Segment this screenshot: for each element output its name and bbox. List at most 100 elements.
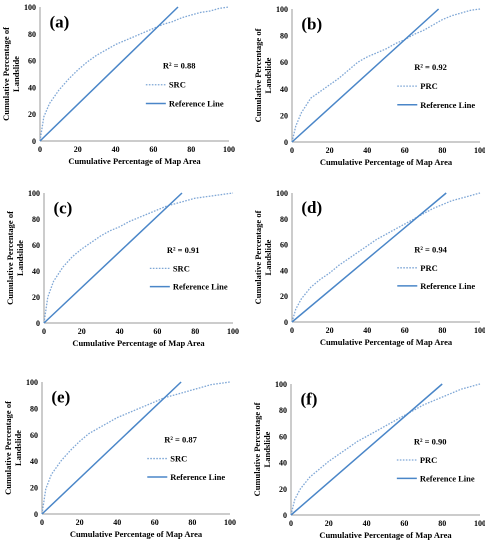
y-axis-title-line1: Cumulative Percentage of <box>253 210 263 304</box>
legend-label-reference: Reference Line <box>420 473 475 483</box>
x-tick-label: 60 <box>151 518 159 527</box>
r-squared-label: R² = 0.87 <box>164 435 197 445</box>
r-squared-label: R² = 0.88 <box>163 61 196 71</box>
x-tick-label: 20 <box>76 518 84 527</box>
legend-label-curve: PRC <box>420 455 437 465</box>
y-tick-label: 20 <box>32 293 40 302</box>
y-axis-title-line1: Cumulative Percentage of <box>252 402 262 496</box>
x-tick-label: 80 <box>438 326 446 335</box>
panel-label: (c) <box>53 198 72 217</box>
y-tick-label: 40 <box>32 267 40 276</box>
y-tick-label: 80 <box>279 406 287 415</box>
x-tick-label: 100 <box>224 518 236 527</box>
x-tick-label: 40 <box>363 326 371 335</box>
legend-label-curve: SRC <box>169 80 186 90</box>
y-tick-label: 80 <box>280 215 288 224</box>
y-axis-title: Cumulative Percentage ofLandslide <box>253 28 273 122</box>
x-tick-label: 60 <box>149 145 157 154</box>
x-tick-label: 20 <box>326 326 334 335</box>
x-tick-label: 100 <box>474 326 485 335</box>
panel-f: 0 20 40 60 80 100 0 20 40 60 80 100 (f) R² = 0.90 PRC R… <box>252 380 485 540</box>
x-tick-label: 0 <box>290 146 294 155</box>
y-axis-title: Cumulative Percentage ofLandslide <box>3 401 23 495</box>
y-tick-label: 0 <box>284 318 288 327</box>
x-tick-label: 80 <box>191 327 199 336</box>
panel-label: (f) <box>300 389 317 408</box>
reference-line <box>291 8 440 143</box>
x-tick-label: 100 <box>223 145 235 154</box>
panel-b: 0 20 40 60 80 100 0 20 40 60 80 100 (b) R² = 0.92 PRC R… <box>253 5 485 167</box>
x-tick-label: 0 <box>38 145 42 154</box>
x-axis-title: Cumulative Percentage of Map Area <box>319 530 452 540</box>
x-tick-label: 80 <box>438 146 446 155</box>
reference-line <box>290 383 443 516</box>
y-tick-label: 100 <box>276 5 288 14</box>
x-tick-label: 80 <box>187 145 195 154</box>
y-axis-title: Cumulative Percentage ofLandslide <box>1 27 21 121</box>
y-tick-label: 0 <box>34 510 38 519</box>
x-axis-title: Cumulative Percentage of Map Area <box>72 338 205 348</box>
y-tick-label: 40 <box>28 83 36 92</box>
y-axis-title: Cumulative Percentage ofLandslide <box>252 402 272 496</box>
y-axis-title-line2: Landslide <box>262 431 272 467</box>
y-axis-title: Cumulative Percentage ofLandslide <box>253 210 273 304</box>
panel-d: 0 20 40 60 80 100 0 20 40 60 80 100 (d) R² = 0.94 PRC R… <box>253 189 485 347</box>
y-tick-label: 80 <box>32 215 40 224</box>
y-axis-title-line1: Cumulative Percentage of <box>3 401 13 495</box>
y-tick-label: 60 <box>280 58 288 67</box>
y-tick-label: 100 <box>26 378 38 387</box>
x-tick-label: 60 <box>401 326 409 335</box>
legend-label-reference: Reference Line <box>170 472 225 482</box>
y-tick-label: 80 <box>30 404 38 413</box>
y-tick-label: 60 <box>28 57 36 66</box>
x-axis-title: Cumulative Percentage of Map Area <box>320 337 453 347</box>
r-squared-label: R² = 0.94 <box>414 244 447 254</box>
y-tick-label: 60 <box>30 431 38 440</box>
y-tick-label: 20 <box>30 484 38 493</box>
x-tick-label: 60 <box>401 146 409 155</box>
y-tick-label: 0 <box>283 511 287 520</box>
x-tick-label: 60 <box>400 519 408 528</box>
x-tick-label: 40 <box>113 518 121 527</box>
panel-e: 0 20 40 60 80 100 0 20 40 60 80 100 (e) R² = 0.87 SRC R… <box>3 378 236 539</box>
reference-line <box>41 381 182 515</box>
success-rate-curve <box>41 381 231 515</box>
x-tick-label: 20 <box>326 146 334 155</box>
legend-label-curve: SRC <box>173 263 190 273</box>
reference-line <box>291 192 447 323</box>
legend-label-curve: PRC <box>420 263 437 273</box>
x-tick-label: 20 <box>325 519 333 528</box>
x-axis-title: Cumulative Percentage of Map Area <box>70 529 203 539</box>
y-tick-label: 0 <box>36 319 40 328</box>
y-tick-label: 40 <box>279 459 287 468</box>
legend-label-curve: PRC <box>420 81 437 91</box>
success-rate-curve <box>39 6 230 142</box>
legend-label-reference: Reference Line <box>420 100 475 110</box>
y-tick-label: 80 <box>28 30 36 39</box>
x-tick-label: 0 <box>42 327 46 336</box>
x-tick-label: 0 <box>290 326 294 335</box>
panel-label: (a) <box>49 13 69 32</box>
r-squared-label: R² = 0.92 <box>414 62 447 72</box>
reference-line <box>39 6 179 142</box>
x-tick-label: 100 <box>474 146 485 155</box>
x-tick-label: 20 <box>74 145 82 154</box>
y-tick-label: 20 <box>280 111 288 120</box>
reference-line <box>43 192 183 324</box>
y-axis-title-line1: Cumulative Percentage of <box>253 28 263 122</box>
x-tick-label: 40 <box>363 519 371 528</box>
y-tick-label: 80 <box>280 32 288 41</box>
x-tick-label: 40 <box>112 145 120 154</box>
panel-label: (b) <box>301 15 322 34</box>
y-tick-label: 100 <box>24 3 36 12</box>
y-axis-title-line2: Landslide <box>263 239 273 275</box>
x-tick-label: 40 <box>116 327 124 336</box>
y-tick-label: 0 <box>32 137 36 146</box>
x-tick-label: 100 <box>474 519 485 528</box>
legend-label-curve: SRC <box>170 454 187 464</box>
y-tick-label: 40 <box>280 85 288 94</box>
y-axis-title-line2: Landslide <box>15 240 25 276</box>
x-axis-title: Cumulative Percentage of Map Area <box>320 157 453 167</box>
x-axis-title: Cumulative Percentage of Map Area <box>68 156 201 166</box>
y-tick-label: 0 <box>284 138 288 147</box>
